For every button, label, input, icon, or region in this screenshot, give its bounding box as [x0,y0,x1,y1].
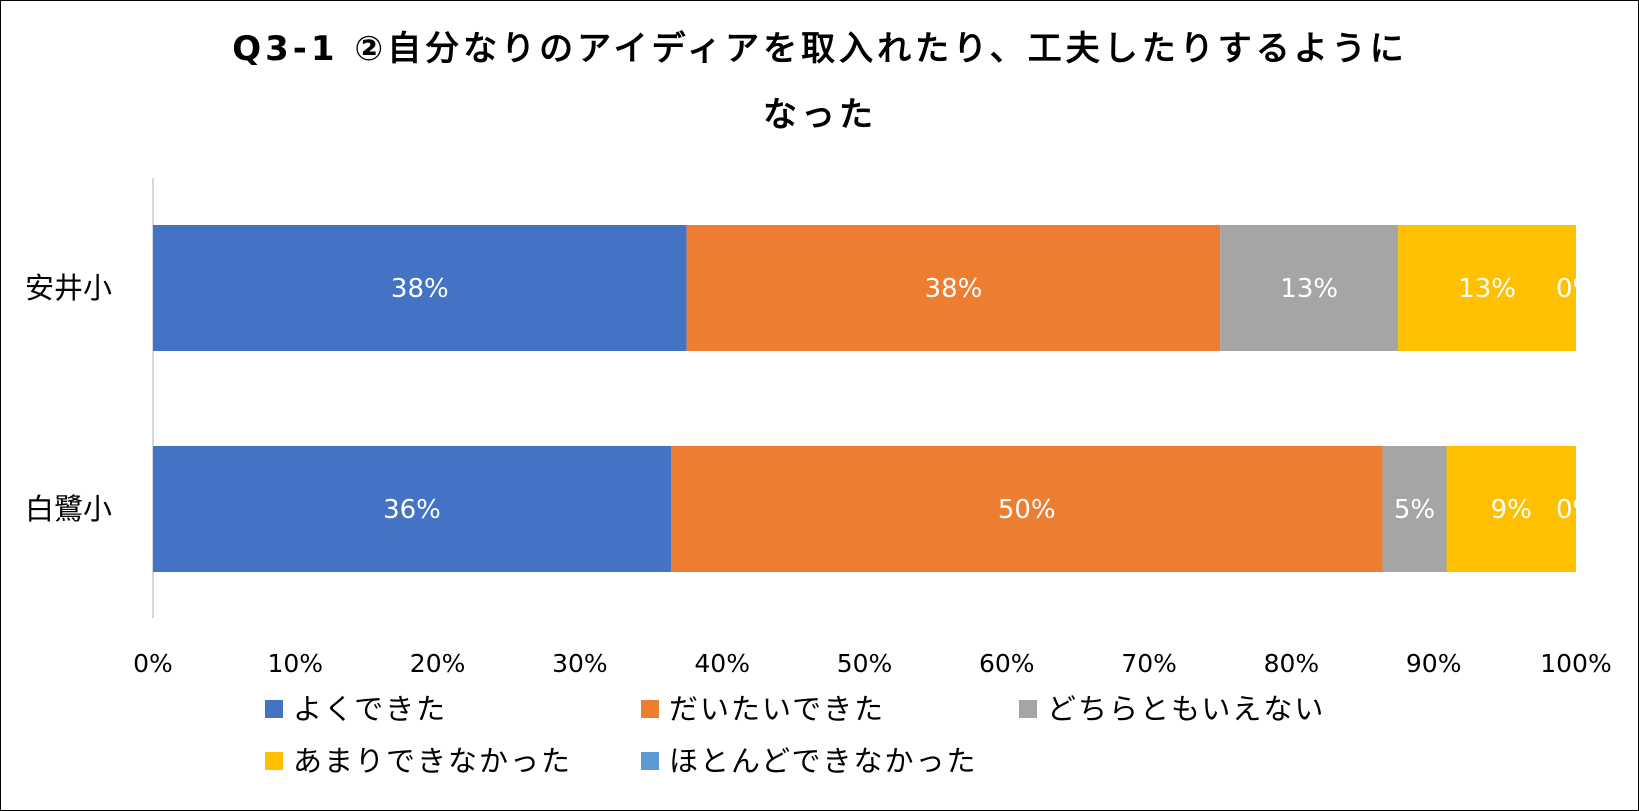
legend-label-3: あまりできなかった [293,744,572,778]
data-label-0-2: 13% [1280,274,1338,304]
x-tick-label-5: 50% [837,649,893,678]
legend-label-2: どちらともいえない [1047,692,1325,726]
bar-segment-1-2 [1382,446,1447,572]
data-label-0-4: 0% [1556,274,1597,304]
x-tick-label-10: 100% [1540,649,1611,678]
x-tick-label-3: 30% [552,649,608,678]
bar-segment-0-2 [1220,225,1399,351]
x-tick-label-9: 90% [1406,649,1462,678]
bar-segment-0-0 [153,225,687,351]
legend-swatch-0 [265,700,283,718]
x-tick-label-6: 60% [979,649,1035,678]
legend-label-0: よくできた [293,692,447,726]
x-tick-label-8: 80% [1264,649,1320,678]
legend-swatch-1 [641,700,659,718]
data-label-0-0: 38% [391,274,449,304]
data-label-1-3: 9% [1491,495,1532,525]
category-label-0: 安井小 [25,271,112,305]
category-label-1: 白鷺小 [25,492,112,526]
data-label-0-3: 13% [1458,274,1516,304]
legend-swatch-4 [641,752,659,770]
x-tick-label-4: 40% [694,649,750,678]
x-tick-label-2: 20% [410,649,466,678]
data-label-1-2: 5% [1394,495,1435,525]
data-label-1-0: 36% [383,495,441,525]
bar-segment-0-3 [1398,225,1576,351]
bar-segment-1-1 [670,446,1383,572]
chart-title-line-2: なった [763,95,877,135]
legend-label-1: だいたいできた [669,692,885,726]
legend-label-4: ほとんどできなかった [669,744,978,778]
x-tick-label-7: 70% [1121,649,1177,678]
legend-swatch-2 [1019,700,1037,718]
legend-swatch-3 [265,752,283,770]
x-tick-label-1: 10% [268,649,324,678]
data-label-0-1: 38% [925,274,983,304]
data-label-1-1: 50% [998,495,1056,525]
bar-segment-0-1 [686,225,1221,351]
x-tick-label-0: 0% [133,649,173,678]
chart-title-line-1: Q3-1 ②自分なりのアイディアを取入れたり、工夫したりするように [232,29,1408,69]
bar-segment-1-3 [1446,446,1576,572]
bar-segment-1-0 [153,446,671,572]
data-label-1-4: 0% [1556,495,1597,525]
